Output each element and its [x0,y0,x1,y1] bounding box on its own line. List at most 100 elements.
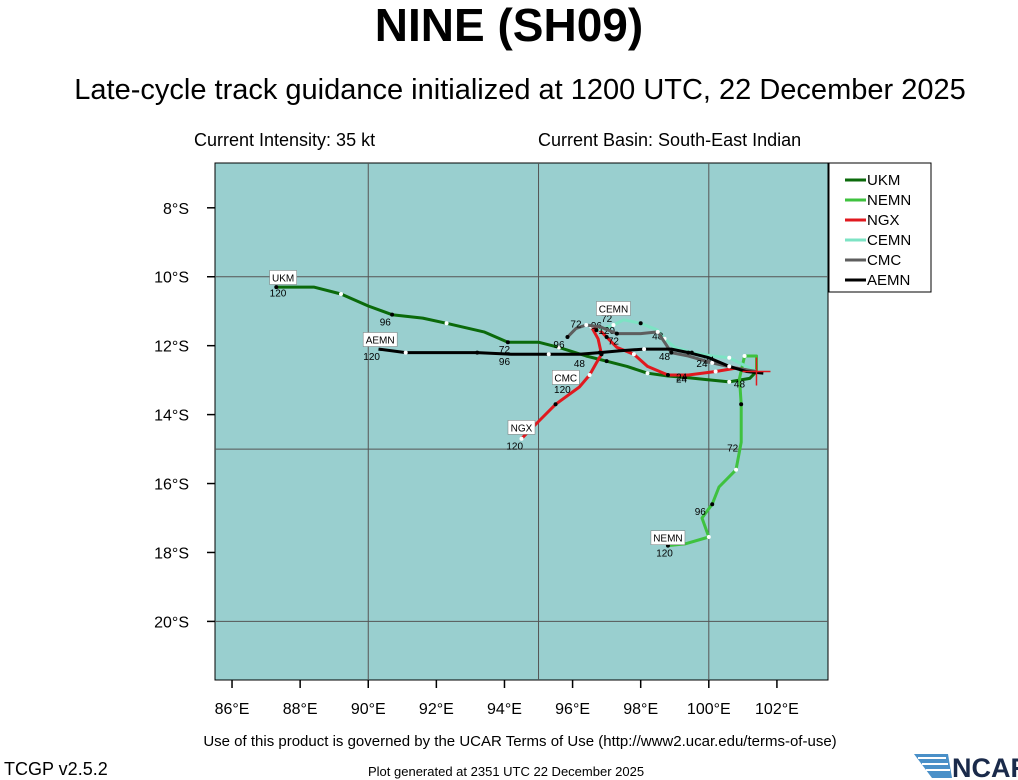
x-tick-label: 90°E [351,701,386,718]
track-point-aemn [597,350,602,355]
forecast-hour-label: 48 [652,331,664,342]
generated-timestamp: Plot generated at 2351 UTC 22 December 2… [368,764,645,779]
track-end-label: AEMN [366,336,395,347]
track-end-label-box [650,530,686,545]
forecast-hour-label: 120 [270,288,287,299]
track-point-ngx [587,372,592,377]
track-point-aemn [546,352,551,357]
track-point-aemn [475,350,480,355]
track-point-cmc [669,350,674,355]
legend-label-cmc: CMC [867,252,901,269]
x-tick-label: 92°E [419,701,454,718]
track-point-cemn [727,355,732,360]
forecast-hour-label: 48 [734,380,746,391]
track-end-label: NEMN [653,534,682,545]
version-label: TCGP v2.5.2 [4,759,108,779]
track-point-aemn [642,347,647,352]
track-end-label-box [507,420,536,435]
y-tick-label: 20°S [154,614,189,631]
forecast-hour-label: 120 [506,442,523,453]
track-point-nemn [710,502,715,507]
forecast-hour-label: 120 [554,385,571,396]
forecast-hour-label: 120 [656,548,673,559]
track-point-ngx [631,352,636,357]
x-tick-label: 96°E [555,701,590,718]
track-point-cemn [638,321,643,326]
track-point-cmc [584,322,589,327]
track-point-ngx [519,436,524,441]
forecast-hour-label: 96 [380,318,392,329]
terms-of-use: Use of this product is governed by the U… [203,733,837,750]
legend-box [828,162,932,293]
track-point-cmc [565,335,570,340]
track-point-nemn [742,354,747,359]
track-point-ukm [339,291,344,296]
forecast-hour-label: 96 [553,340,565,351]
current-position-marker [742,357,771,386]
forecast-hour-label: 48 [659,352,671,363]
track-point-ngx [665,372,670,377]
track-point-ukm [604,359,609,364]
current-intensity-label: Current Intensity: 35 kt [194,130,376,150]
grid-lines [215,163,828,680]
track-point-ngx [604,335,609,340]
forecast-hour-label: 72 [727,443,739,454]
current-basin-label: Current Basin: South-East Indian [538,130,802,150]
track-point-nemn [739,402,744,407]
track-point-cemn [594,328,599,333]
y-tick-label: 16°S [154,477,189,494]
track-point-ngx [713,369,718,374]
track-point-cmc [655,329,660,334]
y-tick-label: 10°S [154,270,189,287]
ncar-logo-mark [914,754,952,778]
track-point-nemn [734,467,739,472]
track-end-label: CEMN [599,304,628,315]
forecast-hour-label: 120 [363,352,380,363]
ncar-logo: NCAR [914,753,1018,780]
track-end-label: UKM [272,273,294,284]
forecast-hour-label: 72 [608,337,620,348]
track-point-aemn [403,350,408,355]
chart-legend: UKM NEMN NGX CEMN CMC AEMN [828,162,932,293]
track-end-label-box [362,332,398,347]
model-tracks: 247296120UKM487296120NEMN247296120NGX244… [269,270,764,559]
track-point-ukm [645,371,650,376]
track-point-ukm [444,321,449,326]
track-end-label-box [269,270,297,285]
chart-title: NINE (SH09) [374,0,644,51]
y-tick-label: 18°S [154,545,189,562]
legend-label-aemn: AEMN [867,272,910,289]
track-point-aemn [686,350,691,355]
forecast-hour-label: 24 [696,359,708,370]
axes: 86°E 88°E 90°E 92°E 94°E 96°E 98°E 100°E 102°E 8°… [154,201,799,718]
x-tick-label: 100°E [687,701,731,718]
track-point-ngx [553,402,558,407]
y-tick-label: 8°S [163,201,189,218]
track-point-ukm [274,285,279,290]
x-tick-label: 86°E [215,701,250,718]
track-end-label-box [596,301,631,316]
x-tick-label: 94°E [487,701,522,718]
track-end-label-box [552,370,580,385]
track-point-nemn [706,534,711,539]
track-line-aemn [378,347,764,375]
y-tick-label: 12°S [154,339,189,356]
forecast-hour-label: 96 [695,507,707,518]
forecast-hour-label: 24 [676,374,688,385]
forecast-hour-label: 72 [570,319,582,330]
x-tick-label: 98°E [623,701,658,718]
forecast-hour-label: 72 [499,345,511,356]
forecast-hour-label: 48 [574,359,586,370]
forecast-hour-label: 120 [598,326,615,337]
track-point-ukm [556,345,561,350]
track-point-cemn [611,322,616,327]
legend-label-cemn: CEMN [867,232,911,249]
ncar-logo-text: NCAR [952,753,1018,780]
x-tick-label: 102°E [755,701,799,718]
track-point-cmc [614,331,619,336]
x-tick-label: 88°E [283,701,318,718]
track-point-ukm [505,340,510,345]
forecast-hour-label: 72 [601,314,613,325]
legend-label-ukm: UKM [867,172,900,189]
